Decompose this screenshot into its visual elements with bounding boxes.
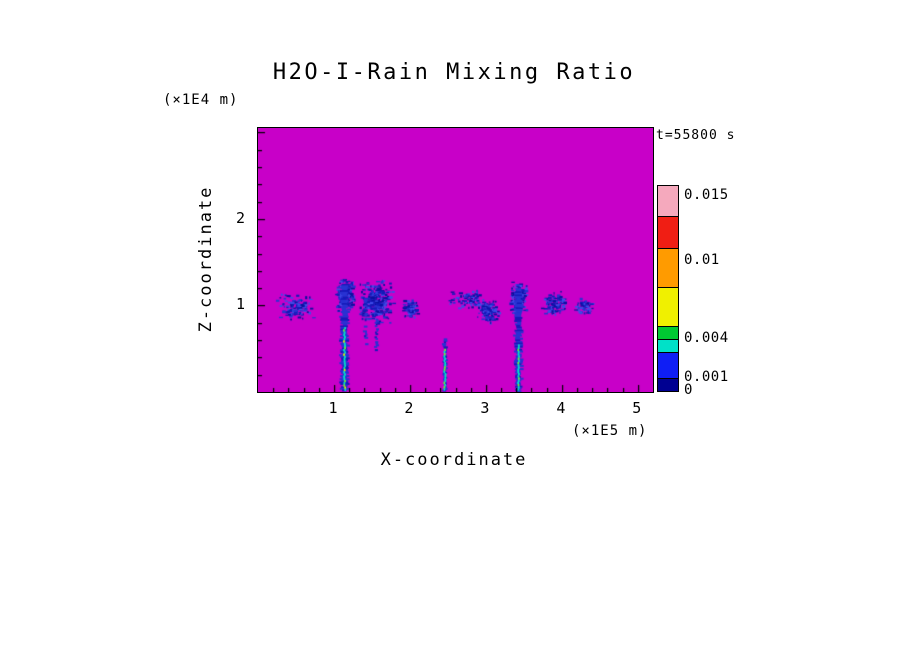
colorbar-tick-label: 0.001 [684, 369, 729, 386]
colorbar-segment [658, 287, 678, 327]
colorbar-tick-label: 0.01 [684, 252, 720, 269]
x-axis-label: X-coordinate [380, 450, 528, 470]
plot-area [257, 127, 654, 393]
colorbar-tick-label: 0 [684, 382, 693, 398]
colorbar-segment [658, 215, 678, 249]
colorbar [657, 185, 679, 392]
x-axis-unit-label: (×1E5 m) [572, 423, 648, 439]
colorbar-segment [658, 352, 678, 378]
z-axis-label: Z-coordinate [196, 185, 216, 333]
chart-title: H2O-I-Rain Mixing Ratio [272, 60, 636, 85]
x-tick-label: 3 [480, 399, 490, 417]
x-tick-label: 4 [556, 399, 566, 417]
z-tick-label: 1 [235, 295, 245, 314]
x-tick-label: 5 [632, 399, 642, 417]
x-tick-label: 2 [404, 399, 414, 417]
heatmap-canvas [258, 128, 653, 392]
colorbar-segment [658, 326, 678, 340]
colorbar-segment [658, 339, 678, 353]
timestamp-label: t=55800 s [656, 128, 736, 143]
colorbar-tick-label: 0.004 [684, 330, 729, 347]
z-tick-label: 2 [235, 208, 245, 227]
y-axis-unit-label: (×1E4 m) [163, 92, 239, 108]
colorbar-segment [658, 248, 678, 288]
colorbar-tick-label: 0.015 [684, 187, 729, 204]
colorbar-segment [658, 186, 678, 216]
colorbar-segment [658, 377, 678, 391]
x-tick-label: 1 [328, 399, 338, 417]
